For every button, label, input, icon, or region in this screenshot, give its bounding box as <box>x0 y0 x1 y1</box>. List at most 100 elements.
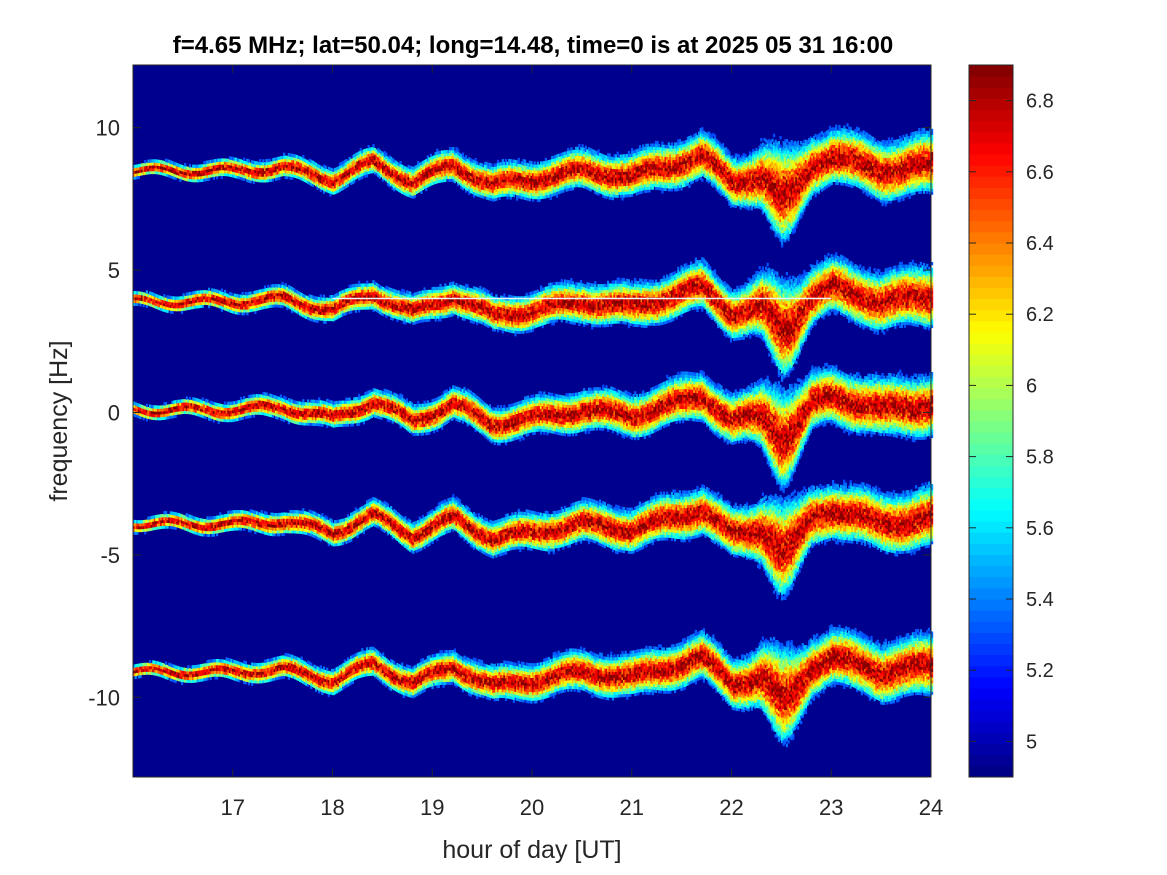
heatmap-cell <box>281 167 284 171</box>
heatmap-cell <box>490 174 493 179</box>
heatmap-cell <box>295 169 298 173</box>
heatmap-cell <box>423 165 426 170</box>
heatmap-cell <box>559 190 562 194</box>
heatmap-cell <box>541 184 544 188</box>
heatmap-cell <box>342 172 345 176</box>
heatmap-cell <box>184 177 187 181</box>
heatmap-cell <box>433 161 436 165</box>
heatmap-cell <box>586 180 589 184</box>
heatmap-cell <box>493 175 496 179</box>
heatmap-cell <box>578 152 581 156</box>
heatmap-cell <box>535 195 538 200</box>
heatmap-cell <box>579 164 583 168</box>
heatmap-cell <box>573 152 576 156</box>
heatmap-cell <box>548 188 551 192</box>
heatmap-cell <box>172 170 176 174</box>
heatmap-cell <box>369 153 372 157</box>
heatmap-cell <box>399 181 402 185</box>
heatmap-cell <box>610 188 613 192</box>
heatmap-cell <box>216 173 219 177</box>
heatmap-cell <box>362 155 365 159</box>
heatmap-cell <box>586 152 589 156</box>
heatmap-cell <box>516 188 519 193</box>
heatmap-cell <box>495 177 498 181</box>
heatmap-cell <box>560 184 563 188</box>
heatmap-cell <box>496 159 500 164</box>
heatmap-cell <box>405 170 409 174</box>
heatmap-cell <box>271 172 275 176</box>
heatmap-cell <box>425 159 428 163</box>
heatmap-cell <box>589 159 592 163</box>
heatmap-cell <box>600 190 603 195</box>
heatmap-cell <box>415 176 418 180</box>
heatmap-cell <box>463 162 466 166</box>
heatmap-cell <box>482 186 485 191</box>
heatmap-cell <box>579 149 583 154</box>
heatmap-cell <box>409 185 412 190</box>
heatmap-cell <box>291 159 294 163</box>
heatmap-cell <box>426 158 429 162</box>
heatmap-cell <box>552 178 555 182</box>
heatmap-cell <box>541 187 544 191</box>
heatmap-cell <box>291 167 294 172</box>
heatmap-cell <box>436 154 439 158</box>
heatmap-cell <box>608 164 611 169</box>
heatmap-cell <box>265 167 268 171</box>
heatmap-cell <box>431 176 434 180</box>
heatmap-cell <box>487 168 490 172</box>
heatmap-cell <box>599 167 602 171</box>
heatmap-cell <box>377 148 380 152</box>
heatmap-cell <box>548 160 551 164</box>
heatmap-cell <box>543 161 546 165</box>
heatmap-cell <box>390 171 393 175</box>
heatmap-cell <box>457 177 460 181</box>
heatmap-cell <box>533 195 536 200</box>
heatmap-cell <box>201 164 204 168</box>
heatmap-cell <box>337 186 340 190</box>
heatmap-cell <box>137 172 140 176</box>
heatmap-cell <box>192 164 195 168</box>
heatmap-cell <box>667 142 670 146</box>
heatmap-cell <box>460 185 463 189</box>
heatmap-cell <box>516 168 519 173</box>
heatmap-cell <box>460 154 463 158</box>
heatmap-cell <box>493 186 496 190</box>
heatmap-cell <box>506 178 509 183</box>
heatmap-cell <box>532 195 535 199</box>
heatmap-cell <box>232 168 235 172</box>
heatmap-cell <box>608 159 611 163</box>
heatmap-cell <box>359 150 362 155</box>
heatmap-cell <box>457 171 460 175</box>
heatmap-cell <box>524 171 527 175</box>
heatmap-cell <box>247 173 251 177</box>
heatmap-cell <box>351 163 354 167</box>
heatmap-cell <box>607 175 610 180</box>
heatmap-cell <box>452 164 455 168</box>
heatmap-cell <box>602 182 605 187</box>
heatmap-cell <box>370 167 373 171</box>
heatmap-cell <box>567 167 570 172</box>
heatmap-cell <box>463 176 466 180</box>
heatmap-cell <box>420 187 423 191</box>
heatmap-cell <box>281 161 284 165</box>
heatmap-cell <box>200 172 203 177</box>
heatmap-cell <box>314 171 318 175</box>
heatmap-cell <box>337 175 340 179</box>
heatmap-cell <box>597 160 600 165</box>
heatmap-cell <box>412 186 415 191</box>
heatmap-cell <box>570 170 573 174</box>
heatmap-cell <box>452 167 455 171</box>
heatmap-cell <box>509 159 512 163</box>
heatmap-cell <box>246 178 249 183</box>
heatmap-cell <box>575 178 578 182</box>
heatmap-cell <box>555 171 559 175</box>
heatmap-cell <box>565 151 568 155</box>
heatmap-cell <box>436 160 439 164</box>
heatmap-cell <box>514 182 517 187</box>
heatmap-cell <box>415 173 418 177</box>
heatmap-cell <box>586 186 589 190</box>
heatmap-cell <box>533 161 536 165</box>
heatmap-cell <box>200 167 203 171</box>
heatmap-cell <box>224 158 227 162</box>
heatmap-cell <box>418 185 421 190</box>
